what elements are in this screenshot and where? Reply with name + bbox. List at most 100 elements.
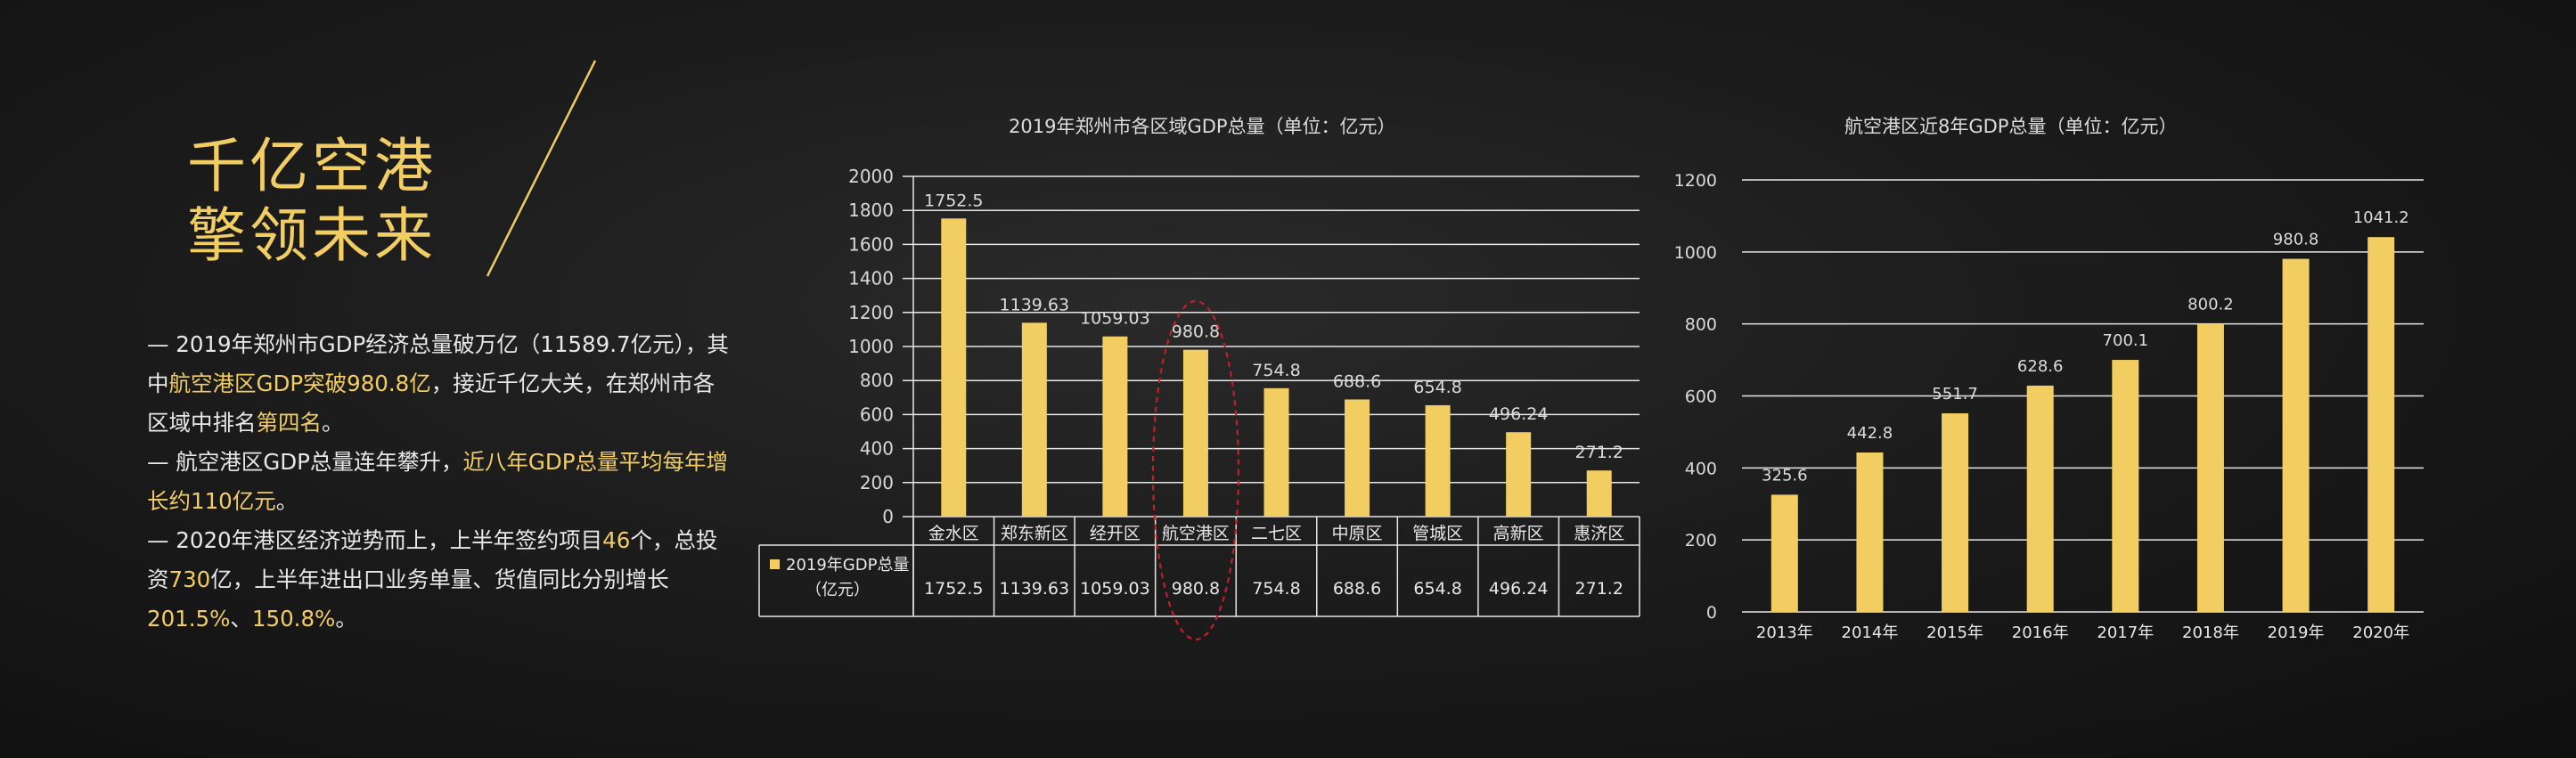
bar	[2112, 360, 2139, 612]
bar	[1182, 349, 1208, 517]
y-tick-label: 1800	[848, 200, 894, 221]
data-label: 1059.03	[1080, 309, 1150, 329]
table-value: 271.2	[1575, 579, 1623, 599]
bar	[1263, 387, 1289, 517]
highlight-text: 近八年GDP总量平均每年增长约110亿元	[147, 449, 729, 514]
bar	[1425, 404, 1451, 517]
paragraph-text: — 2019年郑州市GDP经济总量破万亿（11589.7亿元），其中	[147, 331, 729, 396]
x-tick-label: 2015年	[1926, 624, 1983, 642]
highlight-text: 201.5%	[147, 606, 231, 632]
diagonal-accent-line	[486, 60, 597, 277]
chart1-title: 2019年郑州市各区域GDP总量（单位：亿元）	[1009, 116, 1396, 137]
x-tick-label: 2013年	[1756, 624, 1813, 642]
x-tick-label: 金水区	[928, 524, 979, 543]
table-value: 654.8	[1413, 579, 1461, 599]
paragraph-text: 亿，上半年进出口业务单量、货值同比分别增长	[210, 566, 669, 592]
data-label: 325.6	[1762, 466, 1808, 485]
x-tick-label: 2016年	[2012, 624, 2069, 642]
series-label-unit: （亿元）	[806, 581, 870, 599]
paragraph-text: 个，总投资	[147, 527, 718, 592]
table-value: 688.6	[1333, 579, 1381, 599]
data-label: 654.8	[1413, 378, 1461, 397]
chart2-title: 航空港区近8年GDP总量（单位：亿元）	[1844, 116, 2178, 137]
data-label: 980.8	[2273, 231, 2319, 249]
paragraph-text: 。	[275, 488, 298, 514]
table-value: 1752.5	[924, 579, 983, 599]
data-label: 700.1	[2103, 331, 2149, 350]
data-label: 800.2	[2188, 296, 2234, 314]
bar	[1506, 432, 1532, 517]
y-tick-label: 400	[1685, 459, 1717, 478]
bar	[1345, 399, 1370, 517]
x-tick-label: 管城区	[1412, 524, 1463, 543]
bar	[2196, 323, 2224, 612]
data-label: 496.24	[1489, 404, 1548, 424]
table-value: 496.24	[1489, 579, 1548, 599]
paragraph-3: — 2020年港区经济逆势而上，上半年签约项目46个，总投资730亿，上半年进出…	[147, 521, 735, 639]
legend-swatch	[770, 559, 780, 569]
bar	[2367, 237, 2395, 612]
paragraph-text: — 2020年港区经济逆势而上，上半年签约项目	[147, 527, 603, 553]
table-value: 1059.03	[1080, 579, 1150, 599]
y-tick-label: 1200	[848, 302, 894, 323]
x-tick-label: 高新区	[1493, 524, 1544, 543]
x-tick-label: 惠济区	[1574, 524, 1624, 543]
x-tick-label: 郑东新区	[1001, 524, 1068, 543]
x-tick-label: 2018年	[2182, 624, 2239, 642]
x-tick-label: 经开区	[1090, 524, 1141, 543]
highlight-text: 航空港区GDP突破980.8亿	[168, 371, 431, 396]
table-value: 980.8	[1172, 579, 1220, 599]
paragraph-text: ，接近千亿大关，在郑州市各区域中排名	[147, 371, 716, 436]
paragraph-text: 、	[230, 606, 252, 632]
x-tick-label: 2017年	[2097, 624, 2154, 642]
data-label: 551.7	[1932, 385, 1978, 403]
paragraph-2: — 航空港区GDP总量连年攀升，近八年GDP总量平均每年增长约110亿元。	[147, 443, 735, 521]
y-tick-label: 200	[860, 472, 894, 493]
bar	[2282, 258, 2310, 612]
table-value: 754.8	[1252, 579, 1300, 599]
y-tick-label: 1400	[848, 268, 894, 289]
y-tick-label: 1000	[848, 336, 894, 357]
y-tick-label: 0	[882, 506, 894, 527]
data-label: 442.8	[1847, 424, 1893, 443]
highlight-text: 第四名	[256, 410, 323, 436]
headline-line-1: 千亿空港	[187, 132, 437, 200]
headline: 千亿空港 擎领未来	[187, 132, 437, 271]
bar	[2026, 385, 2054, 612]
highlight-text: 46	[602, 527, 631, 553]
x-tick-label: 中原区	[1332, 524, 1383, 543]
x-tick-label: 航空港区	[1162, 524, 1230, 543]
y-tick-label: 400	[860, 438, 894, 460]
bar	[1856, 452, 1884, 612]
y-tick-label: 1000	[1674, 243, 1717, 263]
data-label: 754.8	[1252, 361, 1300, 380]
table-value: 1139.63	[1000, 579, 1070, 599]
y-tick-label: 800	[1685, 315, 1717, 335]
x-tick-label: 二七区	[1251, 524, 1302, 543]
highlight-text: 150.8%	[251, 606, 336, 632]
data-label: 271.2	[1575, 443, 1623, 462]
paragraph-text: 。	[322, 410, 344, 436]
x-tick-label: 2014年	[1842, 624, 1899, 642]
data-label: 1139.63	[1000, 295, 1070, 314]
series-label: 2019年GDP总量	[786, 556, 909, 575]
y-tick-label: 200	[1685, 531, 1717, 550]
bar	[941, 218, 967, 517]
chart-airport-gdp-trend: 0 200 400 600 800 1000 1200 325.6 2013年 442.8 2014…	[1674, 171, 2424, 642]
y-tick-label: 600	[860, 403, 894, 425]
y-tick-label: 1200	[1674, 171, 1717, 191]
paragraph-text: — 航空港区GDP总量连年攀升，	[147, 449, 463, 475]
y-tick-label: 2000	[848, 166, 894, 187]
data-label: 980.8	[1172, 322, 1220, 342]
headline-line-2: 擎领未来	[187, 201, 437, 270]
highlight-ellipse	[1151, 299, 1240, 641]
x-tick-label: 2019年	[2268, 624, 2325, 642]
highlight-text: 730	[168, 566, 211, 592]
bar	[1586, 470, 1612, 517]
bar	[1942, 413, 1969, 612]
y-tick-label: 1600	[848, 233, 894, 255]
y-tick-label: 600	[1685, 387, 1717, 407]
paragraph-1: — 2019年郑州市GDP经济总量破万亿（11589.7亿元），其中航空港区GD…	[147, 325, 735, 443]
description-text: — 2019年郑州市GDP经济总量破万亿（11589.7亿元），其中航空港区GD…	[147, 325, 735, 639]
